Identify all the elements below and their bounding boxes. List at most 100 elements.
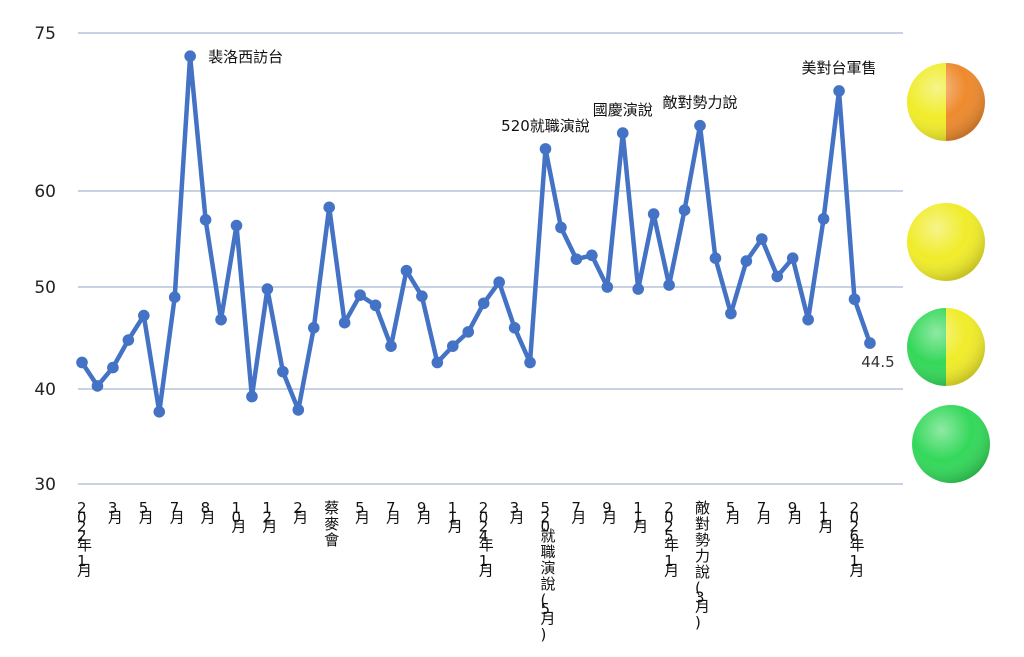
data-point [601,281,614,293]
data-point [261,283,274,295]
x-tick-label: 蔡麥會 [324,499,339,549]
data-point [586,249,598,262]
data-point [833,85,845,97]
y-tick-label: 60 [34,182,56,202]
light-shading [907,63,985,141]
data-point [230,219,243,232]
data-point [76,356,88,369]
data-point [848,293,861,306]
data-point [431,356,444,369]
data-point [215,313,227,326]
data-point [153,406,166,418]
data-point [694,119,706,132]
data-point [138,309,150,322]
data-series [76,50,876,418]
y-tick-label: 50 [34,278,56,298]
data-point [539,143,552,155]
data-point [725,307,737,320]
series-line [80,53,873,415]
data-point [199,214,212,226]
data-point [786,252,799,264]
light-shading [907,203,985,281]
data-point [756,233,768,245]
data-point [292,404,305,416]
data-point [647,208,660,220]
green-yellow-light [907,308,985,386]
event-annotation: 裴洛西訪台 [208,48,283,66]
data-point [740,255,753,267]
y-tick-label: 30 [34,475,56,495]
data-point [508,322,521,334]
x-tick-label: 5 2 0 就職演說(5 月) [541,499,556,644]
event-annotation: 520就職演說 [501,117,590,135]
data-point [462,326,475,338]
data-point [416,290,428,302]
data-point [168,291,181,304]
traffic-light-legend [907,63,990,483]
data-point [570,253,583,265]
data-point [91,380,104,392]
data-point [323,201,336,214]
data-point [385,340,397,352]
data-point [616,127,629,139]
data-point [277,365,289,378]
data-point [246,390,258,403]
data-point [477,297,490,310]
event-annotation: 國慶演說 [593,101,653,119]
y-axis: 30 40 50 60 75 [34,24,56,495]
data-point [400,264,413,277]
y-tick-label: 75 [34,24,56,44]
data-point [802,313,814,326]
data-point [354,289,366,301]
data-point [184,50,196,62]
last-value-label: 44.5 [861,353,894,371]
data-point [678,204,691,216]
light-shading [907,308,985,386]
y-tick-label: 40 [34,380,56,400]
yellow-orange-light [907,63,985,141]
data-point [663,279,675,291]
data-point [771,270,784,283]
data-point [864,337,876,349]
x-tick-label: 敵對勢力說(3 月) [695,499,710,632]
data-point [369,299,382,312]
data-point [122,334,135,346]
green-light [912,405,990,483]
data-point [493,276,505,289]
data-point [817,213,830,225]
data-point [447,340,459,352]
gridlines [78,32,903,485]
x-axis: 2 0 2 2 年 1 月 3 月 5 月 7 月 8 月 1 0 月 1 2 月 2 月 蔡麥會 5 月 7 月 9 月 1 1 月 2 0 2 4 年… [77,499,865,644]
data-point [107,361,119,374]
data-point [338,316,351,329]
data-point [709,252,722,264]
yellow-light [907,203,985,281]
event-annotation: 敵對勢力說 [662,94,737,112]
data-point [555,221,567,234]
